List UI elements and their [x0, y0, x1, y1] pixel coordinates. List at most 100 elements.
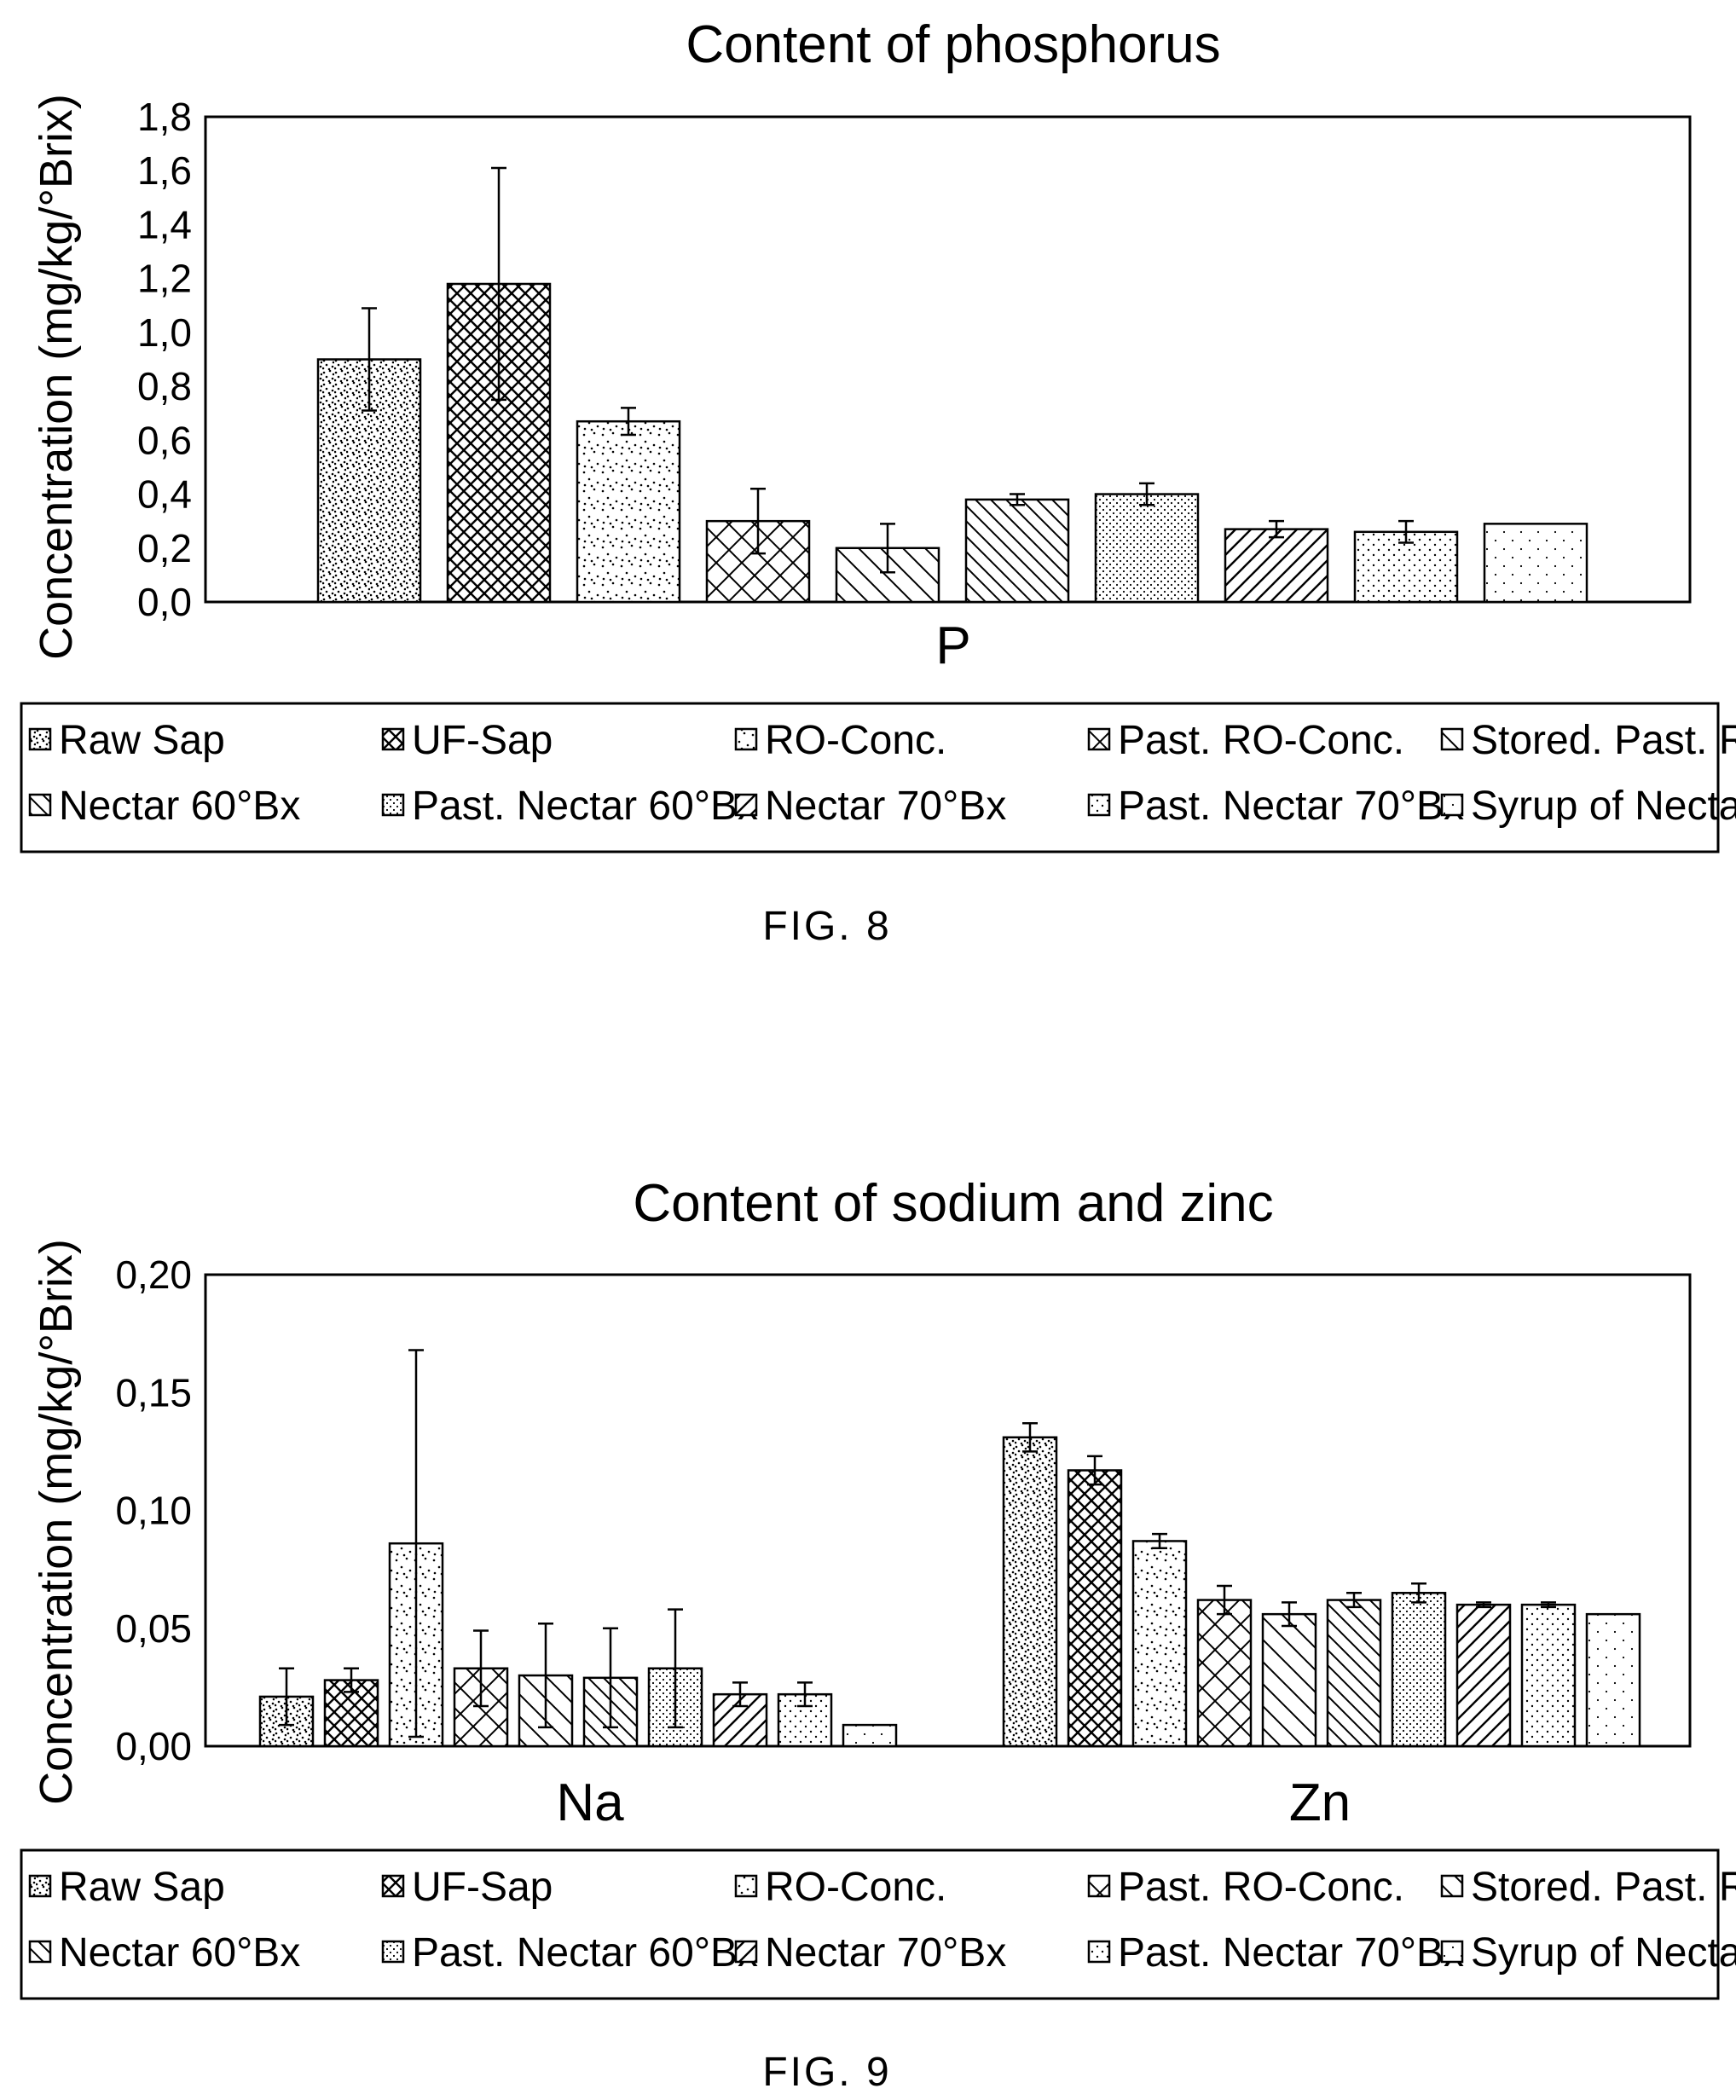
legend-label: Past. Nectar 60°Bx	[412, 1930, 758, 1976]
error-bar	[668, 1608, 683, 1729]
error-bar	[621, 407, 636, 437]
error-bar	[1152, 1532, 1167, 1549]
error-bar	[797, 1681, 813, 1708]
legend-swatch	[1087, 793, 1111, 817]
legend-item: Stored. Past. RO-Conc.	[1440, 1865, 1736, 1910]
plot-area	[204, 115, 1692, 604]
legend-swatch	[1087, 727, 1111, 751]
x-category-label: Zn	[1289, 1773, 1351, 1832]
bar	[842, 1723, 898, 1748]
legend-swatch	[381, 727, 405, 751]
legend-item: UF-Sap	[381, 718, 553, 763]
y-tick-label: 0,20	[115, 1252, 192, 1297]
y-tick-label: 1,4	[137, 202, 192, 246]
error-bar	[1010, 493, 1025, 506]
bar	[1585, 1612, 1641, 1748]
y-tick-label: 0,00	[115, 1724, 192, 1768]
bar	[1455, 1603, 1512, 1748]
legend-box	[20, 1848, 1720, 2000]
error-bar	[1022, 1421, 1038, 1453]
y-axis-label: Concentration (mg/kg/°Brix)	[31, 94, 82, 660]
y-tick-label: 0,15	[115, 1370, 192, 1414]
error-bar	[1282, 1601, 1297, 1628]
legend-item: Raw Sap	[28, 1865, 225, 1910]
legend-swatch	[734, 793, 758, 817]
legend-label: RO-Conc.	[765, 718, 946, 763]
legend-label: Raw Sap	[59, 1865, 225, 1910]
error-bar	[473, 1629, 489, 1708]
y-tick-label: 0,10	[115, 1489, 192, 1533]
error-bar	[1411, 1582, 1426, 1604]
error-bar	[1087, 1455, 1102, 1486]
bar	[1224, 528, 1329, 604]
error-bar	[732, 1681, 748, 1708]
legend-swatch	[1440, 727, 1464, 751]
legend-item: Past. Nectar 60°Bx	[381, 1930, 758, 1976]
legend-swatch	[28, 793, 52, 817]
error-bar	[880, 523, 895, 574]
legend-label: Past. RO-Conc.	[1118, 718, 1404, 763]
legend-item: Past. Nectar 60°Bx	[381, 784, 758, 829]
error-bar	[344, 1667, 359, 1693]
bars	[258, 1349, 1641, 1748]
legend-item: Syrup of Nectar 66°Bx	[1440, 1930, 1736, 1976]
legend-label: Nectar 60°Bx	[59, 784, 300, 829]
legend-swatch	[734, 1874, 758, 1898]
y-tick-label: 0,8	[137, 364, 192, 408]
legend-swatch	[1087, 1874, 1111, 1898]
legend-swatch	[28, 727, 52, 751]
chart-sodium-zinc: Content of sodium and zinc Concentration…	[20, 1174, 1736, 2095]
bar	[1067, 1469, 1123, 1748]
error-bar	[1398, 519, 1414, 544]
error-bar	[1269, 519, 1284, 539]
bar	[1094, 493, 1200, 604]
legend-item: Nectar 70°Bx	[734, 784, 1006, 829]
bar	[1196, 1599, 1253, 1748]
y-tick-label: 1,6	[137, 148, 192, 193]
error-bar	[1476, 1601, 1491, 1609]
legend-swatch	[1440, 1940, 1464, 1964]
legend-label: Nectar 70°Bx	[765, 1930, 1006, 1976]
error-bar	[603, 1627, 618, 1729]
bar	[1326, 1599, 1382, 1748]
bar	[1261, 1612, 1317, 1748]
x-axis-categories: P	[935, 616, 970, 675]
legend-swatch	[1440, 1874, 1464, 1898]
legend-swatch	[28, 1940, 52, 1964]
bar	[964, 498, 1070, 604]
error-bar	[1346, 1592, 1362, 1609]
legend-label: UF-Sap	[412, 1865, 553, 1910]
legend-label: Past. Nectar 70°Bx	[1118, 784, 1464, 829]
legend: Raw Sap UF-Sap RO-Conc. Past. RO-Conc. Store…	[28, 1865, 1736, 1976]
legend-item: Raw Sap	[28, 718, 225, 763]
legend-item: Nectar 60°Bx	[28, 784, 300, 829]
chart-phosphorus: Content of phosphorus Concentration (mg/…	[20, 15, 1736, 949]
legend-label: Syrup of Nectar 66°Bx	[1471, 1930, 1736, 1976]
legend-label: Past. Nectar 60°Bx	[412, 784, 758, 829]
legend: Raw Sap UF-Sap RO-Conc. Past. RO-Conc. Store…	[28, 718, 1736, 829]
legend-item: Past. Nectar 70°Bx	[1087, 784, 1464, 829]
error-bar	[491, 166, 506, 402]
legend-item: Nectar 70°Bx	[734, 1930, 1006, 1976]
figure-caption: FIG. 9	[762, 2050, 891, 2095]
y-tick-label: 1,2	[137, 257, 192, 301]
x-axis-categories: Na Zn	[556, 1773, 1351, 1832]
legend-swatch	[734, 727, 758, 751]
legend-item: Nectar 60°Bx	[28, 1930, 300, 1976]
legend-label: Stored. Past. RO-Conc.	[1471, 1865, 1736, 1910]
bar	[1002, 1436, 1058, 1748]
legend-swatch	[381, 1874, 405, 1898]
legend-swatch	[1440, 793, 1464, 817]
legend-label: RO-Conc.	[765, 1865, 946, 1910]
error-bar	[279, 1667, 294, 1727]
error-bar	[408, 1349, 424, 1738]
legend-label: Nectar 60°Bx	[59, 1930, 300, 1976]
y-tick-label: 0,0	[137, 580, 192, 624]
legend-label: Syrup of Nectar 66°Bx	[1471, 784, 1736, 829]
bar	[1520, 1603, 1577, 1748]
bar	[1483, 523, 1588, 604]
figure-caption: FIG. 8	[762, 904, 891, 949]
y-axis-label: Concentration (mg/kg/°Brix)	[31, 1239, 82, 1805]
x-category-label: Na	[556, 1773, 624, 1832]
chart-title: Content of phosphorus	[686, 15, 1220, 74]
